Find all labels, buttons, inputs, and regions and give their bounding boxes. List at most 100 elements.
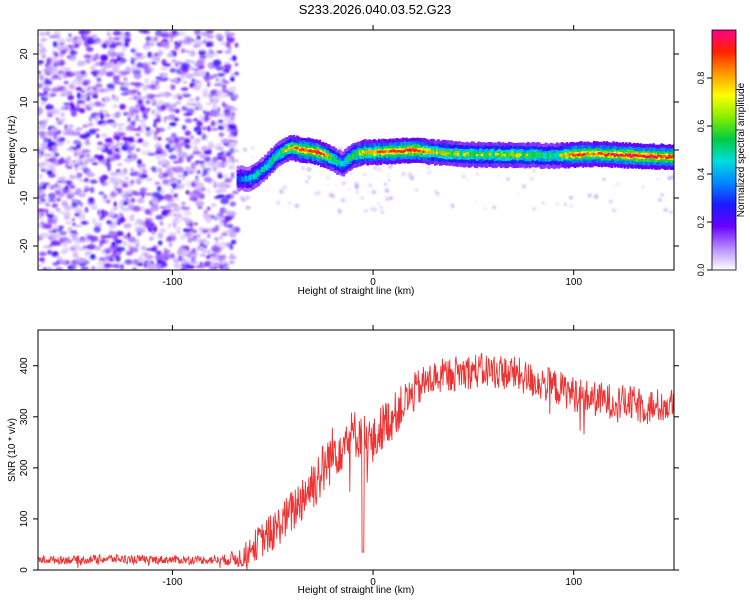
noise-blob xyxy=(84,207,89,213)
noise-blob xyxy=(122,46,127,52)
snr-y-tick-label: 0 xyxy=(19,567,30,573)
ridge-cell xyxy=(255,171,259,177)
noise-blob xyxy=(135,218,143,225)
spectrogram-x-tick-label: -100 xyxy=(162,277,182,288)
noise-blob xyxy=(215,257,224,261)
noise-speckle xyxy=(377,167,382,171)
noise-blob xyxy=(145,93,153,100)
noise-blob xyxy=(72,160,76,164)
noise-blob xyxy=(99,123,108,127)
noise-blob xyxy=(207,188,211,195)
noise-speckle xyxy=(282,185,287,190)
ridge-cell xyxy=(487,152,490,158)
noise-blob xyxy=(155,150,163,155)
ridge-cell xyxy=(395,150,399,153)
noise-speckle xyxy=(616,182,620,186)
ridge-cell xyxy=(304,149,307,152)
ridge-cell xyxy=(318,151,322,155)
ridge-cell xyxy=(357,150,360,156)
noise-blob xyxy=(215,253,222,259)
noise-blob xyxy=(150,83,156,90)
ridge-cell xyxy=(514,154,517,157)
noise-blob xyxy=(76,257,84,263)
ridge-cell xyxy=(438,150,442,154)
noise-blob xyxy=(38,147,43,152)
noise-blob xyxy=(227,119,235,125)
spectrogram-x-tick-label: 100 xyxy=(565,277,582,288)
noise-blob xyxy=(143,44,147,50)
noise-blob xyxy=(42,123,46,130)
noise-blob xyxy=(51,203,58,209)
noise-blob xyxy=(189,102,196,107)
noise-speckle xyxy=(363,173,367,176)
noise-blob xyxy=(223,151,227,155)
noise-blob xyxy=(105,254,110,261)
noise-blob xyxy=(157,198,162,202)
noise-blob xyxy=(166,236,172,243)
noise-blob xyxy=(177,156,184,164)
noise-blob xyxy=(212,165,217,172)
ridge-cell xyxy=(410,149,413,152)
ridge-cell xyxy=(599,152,602,155)
noise-blob xyxy=(174,79,180,85)
ridge-cell xyxy=(581,153,585,157)
noise-blob xyxy=(223,60,229,66)
noise-blob xyxy=(61,248,67,255)
ridge-cell xyxy=(432,151,435,154)
noise-blob xyxy=(67,165,73,169)
noise-blob xyxy=(88,101,95,109)
noise-blob xyxy=(112,75,120,81)
ridge-cell xyxy=(613,151,617,157)
noise-blob xyxy=(69,230,77,234)
noise-blob xyxy=(198,41,204,46)
noise-speckle xyxy=(389,196,393,201)
noise-blob xyxy=(215,143,222,148)
noise-blob xyxy=(122,180,131,184)
noise-speckle xyxy=(379,205,383,209)
ridge-cell xyxy=(657,154,660,157)
noise-blob xyxy=(159,67,168,70)
ridge-cell xyxy=(461,151,464,157)
noise-blob xyxy=(214,90,224,95)
noise-blob xyxy=(153,192,163,199)
ridge-cell xyxy=(251,174,254,180)
noise-blob xyxy=(46,266,53,270)
ridge-cell xyxy=(642,154,646,158)
noise-blob xyxy=(186,155,192,163)
noise-blob xyxy=(192,229,198,234)
noise-blob xyxy=(232,149,240,153)
noise-blob xyxy=(210,261,216,268)
noise-blob xyxy=(209,98,214,103)
noise-blob xyxy=(138,125,142,132)
noise-blob xyxy=(99,54,106,62)
ridge-cell xyxy=(633,154,636,157)
noise-blob xyxy=(213,181,217,189)
ridge-cell xyxy=(644,152,647,158)
noise-speckle xyxy=(384,182,387,186)
noise-blob xyxy=(175,166,183,172)
noise-blob xyxy=(221,161,230,164)
snr-y-tick-label: 100 xyxy=(19,510,30,527)
ridge-cell xyxy=(459,150,463,157)
noise-blob xyxy=(110,122,114,127)
noise-blob xyxy=(90,205,98,210)
noise-blob xyxy=(46,31,50,36)
noise-speckle xyxy=(427,166,430,169)
noise-blob xyxy=(232,190,239,194)
ridge-cell xyxy=(572,154,575,157)
noise-blob xyxy=(52,229,57,234)
noise-blob xyxy=(159,206,168,209)
noise-blob xyxy=(137,98,144,105)
noise-speckle xyxy=(541,201,545,205)
noise-blob xyxy=(163,194,173,200)
noise-blob xyxy=(81,149,91,153)
noise-blob xyxy=(163,172,170,178)
noise-blob xyxy=(167,165,174,169)
noise-blob xyxy=(44,77,49,82)
ridge-cell xyxy=(588,153,591,156)
ridge-cell xyxy=(543,153,546,159)
noise-blob xyxy=(55,117,59,121)
ridge-cell xyxy=(527,153,530,159)
noise-blob xyxy=(90,66,97,71)
noise-blob xyxy=(113,37,121,41)
